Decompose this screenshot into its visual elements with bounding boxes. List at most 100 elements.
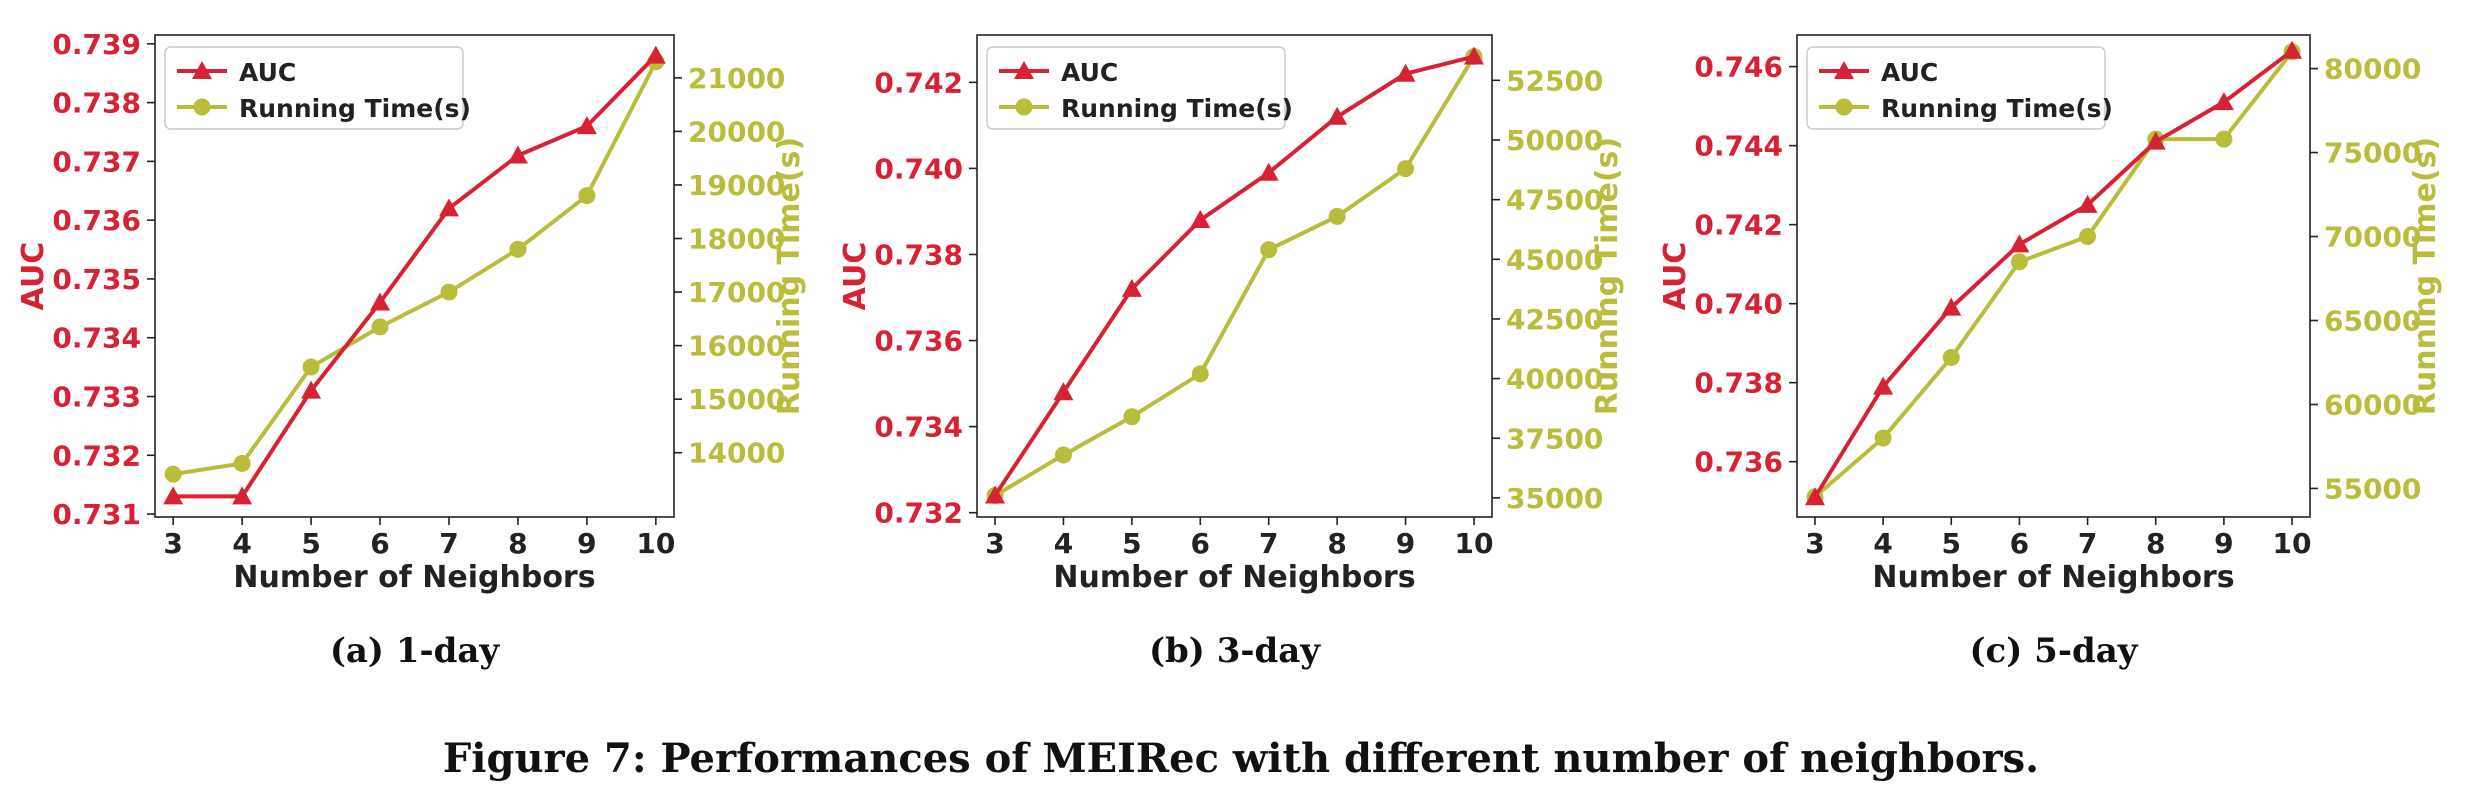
y-left-axis-label: AUC: [838, 242, 873, 311]
running-time-point: [578, 187, 596, 205]
y-right-tick-label: 47500: [1506, 184, 1603, 217]
y-left-tick-label: 0.733: [52, 381, 141, 414]
y-right-tick-label: 50000: [1506, 124, 1603, 157]
legend-auc-label: AUC: [1881, 58, 1938, 87]
y-right-tick-label: 75000: [2324, 137, 2421, 170]
x-tick-label: 9: [2214, 527, 2233, 560]
y-left-tick-label: 0.744: [1694, 130, 1783, 163]
y-right-tick-label: 37500: [1506, 422, 1603, 455]
y-left-tick-label: 0.740: [1694, 288, 1783, 321]
y-left-tick-label: 0.737: [52, 145, 141, 178]
y-left-tick-label: 0.731: [52, 498, 141, 531]
auc-point: [163, 486, 184, 505]
legend-box: [164, 46, 464, 130]
legend-time-marker: [1015, 98, 1033, 116]
legend-time-marker: [193, 98, 211, 116]
y-left-tick-label: 0.746: [1694, 51, 1783, 84]
legend-time-label: Running Time(s): [239, 94, 471, 123]
x-tick-label: 5: [301, 527, 320, 560]
x-tick-label: 10: [1454, 527, 1493, 560]
running-time-point: [1260, 241, 1278, 259]
x-tick-label: 9: [577, 527, 596, 560]
x-axis-label: Number of Neighbors: [233, 560, 595, 595]
y-right-tick-label: 70000: [2324, 221, 2421, 254]
figure-caption: Figure 7: Performances of MEIRec with di…: [443, 735, 2039, 782]
running-time-point: [1328, 207, 1346, 225]
running-time-point: [164, 465, 182, 483]
x-tick-label: 8: [508, 527, 527, 560]
legend-auc-label: AUC: [239, 58, 296, 87]
x-tick-label: 4: [1873, 527, 1892, 560]
auc-line: [993, 54, 1475, 497]
y-left-tick-label: 0.734: [52, 322, 141, 355]
auc-point: [1873, 376, 1894, 395]
auc-point: [1463, 46, 1484, 65]
running-time-point: [1874, 429, 1892, 447]
y-right-tick-label: 60000: [2324, 388, 2421, 421]
y-left-tick-label: 0.739: [52, 28, 141, 61]
running-time-point: [440, 283, 458, 301]
x-tick-label: 8: [2146, 527, 2165, 560]
x-tick-label: 4: [1054, 527, 1073, 560]
auc-point: [370, 292, 391, 311]
y-right-axis-label: Running Time(s): [1590, 137, 1625, 415]
y-left-tick-label: 0.742: [874, 66, 963, 99]
chart-panel-1: 3 4 5 6 7 8 9 10 Number of Neighbors 0.731 0.732 0.…: [16, 28, 807, 671]
y-right-axis-label: Running Time(s): [772, 137, 807, 415]
y-right-tick-label: 35000: [1506, 482, 1603, 515]
x-tick-label: 5: [1122, 527, 1141, 560]
auc-point: [645, 45, 666, 64]
auc-point: [1327, 106, 1348, 125]
running-time-point: [509, 240, 527, 258]
y-right-tick-label: 65000: [2324, 305, 2421, 338]
y-left-tick-label: 0.740: [874, 152, 963, 185]
y-left-tick-label: 0.736: [52, 204, 141, 237]
auc-point: [2009, 234, 2030, 253]
auc-point: [576, 116, 597, 135]
y-left-axis-label: AUC: [1658, 242, 1693, 311]
plot-frame: [1796, 34, 2311, 518]
x-tick-label: 10: [2273, 527, 2312, 560]
running-time-line: [994, 55, 1476, 498]
running-time-point: [2079, 228, 2097, 246]
y-right-tick-label: 45000: [1506, 243, 1603, 276]
legend-box: [986, 46, 1286, 130]
auc-point: [1804, 487, 1825, 506]
y-right-tick-label: 20000: [688, 115, 785, 148]
legend-auc-label: AUC: [1061, 58, 1118, 87]
legend-time-marker: [1835, 98, 1853, 116]
x-tick-label: 3: [163, 527, 182, 560]
y-right-tick-label: 55000: [2324, 472, 2421, 505]
y-left-tick-label: 0.738: [52, 87, 141, 120]
running-time-point: [302, 358, 320, 376]
x-tick-label: 3: [985, 527, 1004, 560]
auc-point: [2282, 40, 2303, 59]
y-right-tick-label: 19000: [688, 169, 785, 202]
panel-subcaption: (a) 1-day: [330, 631, 501, 671]
x-axis-label: Number of Neighbors: [1053, 560, 1415, 595]
x-tick-label: 8: [1327, 527, 1346, 560]
y-right-tick-label: 15000: [688, 383, 785, 416]
legend-auc-marker: [192, 61, 212, 79]
y-right-tick-label: 16000: [688, 330, 785, 363]
plot-frame: [976, 34, 1493, 518]
y-right-tick-label: 21000: [688, 62, 785, 95]
chart-panels: 3 4 5 6 7 8 9 10 Number of Neighbors 0.731 0.732 0.…: [16, 28, 2443, 671]
auc-point: [1121, 278, 1142, 297]
x-tick-label: 9: [1396, 527, 1415, 560]
x-tick-label: 7: [439, 527, 458, 560]
auc-point: [507, 145, 528, 164]
y-left-tick-label: 0.732: [52, 439, 141, 472]
y-right-tick-label: 14000: [688, 437, 785, 470]
running-time-point: [233, 454, 251, 472]
x-tick-label: 6: [370, 527, 389, 560]
y-left-axis-label: AUC: [16, 242, 51, 311]
chart-panel-3: 3 4 5 6 7 8 9 10 Number of Neighbors 0.736 0.738 0.…: [1658, 34, 2443, 671]
x-tick-label: 5: [1942, 527, 1961, 560]
x-tick-label: 6: [2010, 527, 2029, 560]
auc-point: [1395, 63, 1416, 82]
auc-point: [232, 486, 253, 505]
auc-point: [1941, 297, 1962, 316]
y-left-tick-label: 0.742: [1694, 209, 1783, 242]
